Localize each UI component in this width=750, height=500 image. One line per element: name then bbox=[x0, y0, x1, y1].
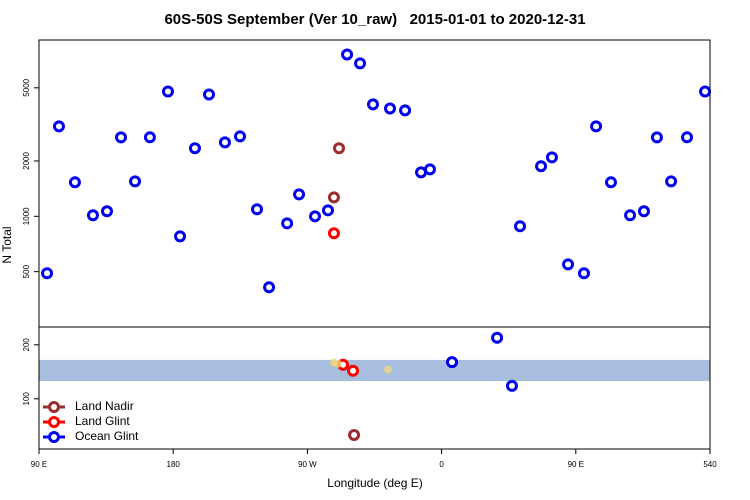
point bbox=[174, 230, 187, 243]
y-tick-label: 100 bbox=[22, 392, 31, 406]
point bbox=[535, 160, 548, 173]
x-tick-label: 90 E bbox=[31, 460, 47, 469]
point bbox=[347, 364, 360, 377]
plot-frame bbox=[38, 326, 711, 450]
point bbox=[327, 227, 340, 240]
point bbox=[251, 203, 264, 216]
point bbox=[68, 176, 81, 189]
point bbox=[293, 188, 306, 201]
legend-marker bbox=[48, 431, 60, 443]
point bbox=[218, 136, 231, 149]
point bbox=[115, 131, 128, 144]
point bbox=[562, 258, 575, 271]
point bbox=[354, 57, 367, 70]
x-tick-label: 180 bbox=[167, 460, 181, 469]
point bbox=[86, 209, 99, 222]
point bbox=[384, 365, 393, 374]
point bbox=[321, 204, 334, 217]
chart-title: 60S-50S September (Ver 10_raw) 2015-01-0… bbox=[164, 11, 585, 28]
point bbox=[505, 379, 518, 392]
y-tick-label: 1000 bbox=[22, 207, 31, 225]
point bbox=[367, 98, 380, 111]
point bbox=[681, 131, 694, 144]
point bbox=[202, 88, 215, 101]
point bbox=[650, 131, 663, 144]
point bbox=[604, 176, 617, 189]
band bbox=[39, 359, 710, 381]
x-tick-label: 90 E bbox=[568, 460, 584, 469]
point bbox=[665, 175, 678, 188]
x-tick-label: 540 bbox=[703, 460, 717, 469]
point bbox=[578, 267, 591, 280]
x-tick-label: 0 bbox=[439, 460, 444, 469]
point bbox=[234, 130, 247, 143]
y-tick-label: 2000 bbox=[22, 152, 31, 170]
point bbox=[514, 220, 527, 233]
legend-label: Ocean Glint bbox=[75, 429, 139, 443]
point bbox=[423, 163, 436, 176]
point bbox=[161, 85, 174, 98]
point bbox=[699, 85, 712, 98]
point bbox=[309, 210, 322, 223]
point bbox=[281, 217, 294, 230]
y-tick-label: 500 bbox=[22, 264, 31, 278]
point bbox=[399, 104, 412, 117]
y-tick-label: 5000 bbox=[22, 78, 31, 96]
point bbox=[491, 331, 504, 344]
point bbox=[446, 356, 459, 369]
point bbox=[348, 428, 361, 441]
point bbox=[188, 142, 201, 155]
point bbox=[143, 131, 156, 144]
point bbox=[100, 205, 113, 218]
point bbox=[52, 120, 65, 133]
x-tick-label: 90 W bbox=[298, 460, 317, 469]
point bbox=[327, 191, 340, 204]
legend-label: Land Glint bbox=[75, 414, 130, 428]
point bbox=[545, 151, 558, 164]
point bbox=[333, 359, 342, 368]
legend-label: Land Nadir bbox=[75, 399, 134, 413]
point bbox=[41, 267, 54, 280]
point bbox=[624, 209, 637, 222]
legend-marker bbox=[48, 416, 60, 428]
point bbox=[341, 48, 354, 61]
point bbox=[263, 281, 276, 294]
legend-marker bbox=[48, 401, 60, 413]
point bbox=[590, 120, 603, 133]
y-axis-label: N Total bbox=[0, 226, 14, 263]
point bbox=[129, 175, 142, 188]
x-axis-label: Longitude (deg E) bbox=[327, 476, 422, 490]
point bbox=[333, 142, 346, 155]
point bbox=[637, 205, 650, 218]
point bbox=[384, 102, 397, 115]
y-tick-label: 200 bbox=[22, 338, 31, 352]
